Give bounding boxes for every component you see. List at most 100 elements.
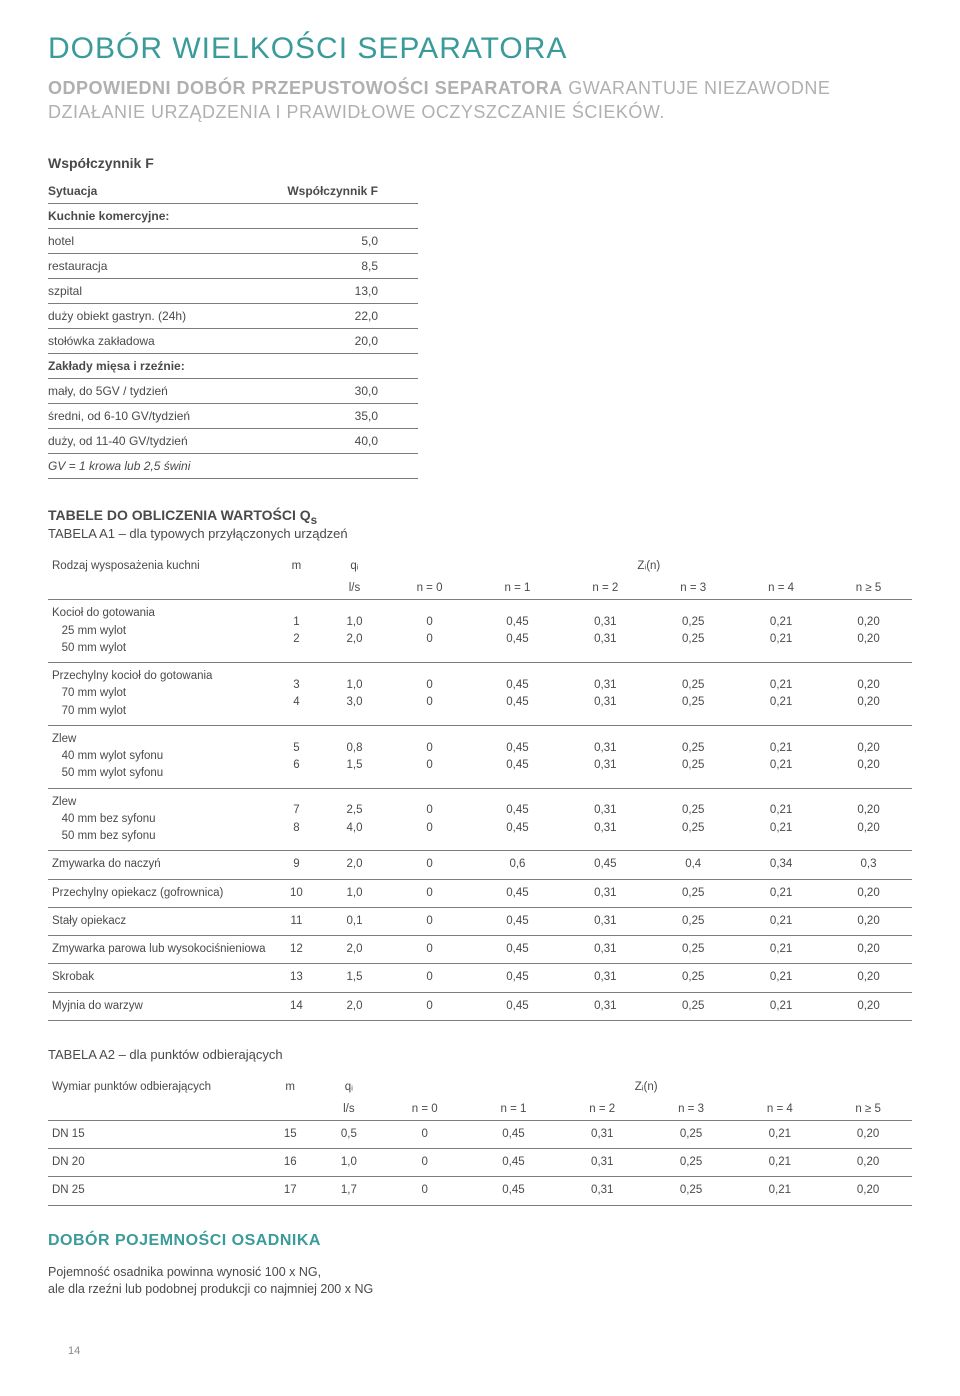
qs-subcaption: TABELA A1 – dla typowych przyłączonych u…	[48, 526, 912, 541]
col-kind: Rodzaj wysposażenia kuchni	[48, 555, 269, 577]
table-cell: 0,31	[561, 936, 649, 964]
col-zi: Zᵢ(n)	[380, 1076, 912, 1098]
table-cell: 0,21	[737, 936, 825, 964]
table-cell: 1,0 3,0	[323, 663, 385, 726]
table-row: Zmywarka do naczyń92,000,60,450,40,340,3	[48, 851, 912, 879]
table-cell: 3 4	[269, 663, 323, 726]
subtitle-bold: ODPOWIEDNI DOBÓR PRZEPUSTOWOŚCI SEPARATO…	[48, 78, 563, 98]
table-cell: 0,20	[825, 879, 912, 907]
table-row: Stały opiekacz110,100,450,310,250,210,20	[48, 907, 912, 935]
table-cell: 0	[386, 964, 474, 992]
col-n4: n = 4	[737, 577, 825, 600]
table-row: hotel	[48, 228, 241, 253]
table-cell: 0,45	[474, 907, 562, 935]
table-cell: 8,5	[241, 253, 418, 278]
table-cell: 0,31 0,31	[561, 600, 649, 663]
table-cell: Zmywarka parowa lub wysokociśnieniowa	[48, 936, 269, 964]
table-cell: 10	[269, 879, 323, 907]
table-row: DN 15150,500,450,310,250,210,20	[48, 1120, 912, 1148]
table-cell: 1 2	[269, 600, 323, 663]
table-row: Zlew 40 mm wylot syfonu 50 mm wylot syfo…	[48, 725, 912, 788]
table-cell: 30,0	[241, 378, 418, 403]
table-row: Kocioł do gotowania 25 mm wylot 50 mm wy…	[48, 600, 912, 663]
table-cell: DN 15	[48, 1120, 263, 1148]
table-row: restauracja	[48, 253, 241, 278]
table-row: duży, od 11-40 GV/tydzień	[48, 428, 241, 453]
table-cell: 15	[263, 1120, 317, 1148]
table-cell: 0,45 0,45	[474, 788, 562, 851]
table-cell: 0,45 0,45	[474, 600, 562, 663]
col-unit: l/s	[323, 577, 385, 600]
table-cell: 0,20 0,20	[825, 663, 912, 726]
table-cell: 0,25 0,25	[649, 725, 737, 788]
table-cell: 0,20	[825, 936, 912, 964]
table-cell: 1,7	[317, 1177, 380, 1205]
col-n0: n = 0	[380, 1098, 469, 1121]
table-cell: 0,25	[649, 879, 737, 907]
col-factor: Współczynnik F	[241, 179, 418, 204]
table-cell: 20,0	[241, 328, 418, 353]
table-cell: 0,21 0,21	[737, 663, 825, 726]
col-zi: Zᵢ(n)	[386, 555, 912, 577]
table-cell: Przechylny kocioł do gotowania 70 mm wyl…	[48, 663, 269, 726]
col-n3: n = 3	[649, 577, 737, 600]
col-n1: n = 1	[474, 577, 562, 600]
table-cell: 40,0	[241, 428, 418, 453]
table-cell: 0 0	[386, 725, 474, 788]
table-cell: 9	[269, 851, 323, 879]
table-cell: 5,0	[241, 228, 418, 253]
table-cell: 0 0	[386, 788, 474, 851]
group2-label: Zakłady mięsa i rzeźnie:	[48, 353, 418, 378]
col-n0: n = 0	[386, 577, 474, 600]
page-number: 14	[68, 1345, 80, 1357]
table-cell: Myjnia do warzyw	[48, 992, 269, 1020]
table-cell: 0,20	[825, 992, 912, 1020]
table-cell: 0	[380, 1177, 469, 1205]
table-cell: 0,25	[649, 936, 737, 964]
table-cell: 0,25	[649, 992, 737, 1020]
table-cell: 0,45 0,45	[474, 663, 562, 726]
table-row: Myjnia do warzyw142,000,450,310,250,210,…	[48, 992, 912, 1020]
table-cell: 0,45	[469, 1120, 558, 1148]
col-n4: n = 4	[735, 1098, 824, 1121]
table-cell: 0,31	[561, 879, 649, 907]
table-cell: 16	[263, 1149, 317, 1177]
table-cell: 0,4	[649, 851, 737, 879]
table-row: mały, do 5GV / tydzień	[48, 378, 241, 403]
table-cell: 0,21	[737, 992, 825, 1020]
table-cell: 0 0	[386, 600, 474, 663]
table-cell: 0,3	[825, 851, 912, 879]
table-cell: 0,21	[737, 964, 825, 992]
table-cell: 0,31 0,31	[561, 788, 649, 851]
table-cell: 0,31	[558, 1149, 647, 1177]
factor-f-heading: Współczynnik F	[48, 155, 912, 171]
table-cell: 2,5 4,0	[323, 788, 385, 851]
table-cell: 11	[269, 907, 323, 935]
col-n1: n = 1	[469, 1098, 558, 1121]
col-kind: Wymiar punktów odbierających	[48, 1076, 263, 1098]
table-row: stołówka zakładowa	[48, 328, 241, 353]
table-cell: 2,0	[323, 936, 385, 964]
table-cell: 0,21	[735, 1149, 824, 1177]
table-cell: 0	[386, 879, 474, 907]
col-qi: qᵢ	[317, 1076, 380, 1098]
table-cell: 0,21	[737, 907, 825, 935]
table-cell: 0,25 0,25	[649, 600, 737, 663]
table-cell: 7 8	[269, 788, 323, 851]
table-cell: 1,5	[323, 964, 385, 992]
table-cell: DN 25	[48, 1177, 263, 1205]
table-cell: 0,20	[825, 964, 912, 992]
table-cell: 2,0	[323, 992, 385, 1020]
table-cell: 0,45	[469, 1149, 558, 1177]
table-cell: Skrobak	[48, 964, 269, 992]
table-cell: 0	[380, 1149, 469, 1177]
table-cell: 0,25	[647, 1177, 736, 1205]
table-cell: 0,25	[647, 1149, 736, 1177]
table-cell: 0,5	[317, 1120, 380, 1148]
sedimenter-heading: DOBÓR POJEMNOŚCI OSADNIKA	[48, 1232, 912, 1250]
table-cell: 35,0	[241, 403, 418, 428]
table-cell: 0,20 0,20	[825, 788, 912, 851]
table-cell: 0	[386, 851, 474, 879]
table-cell: 0,31	[561, 907, 649, 935]
table-cell: 22,0	[241, 303, 418, 328]
